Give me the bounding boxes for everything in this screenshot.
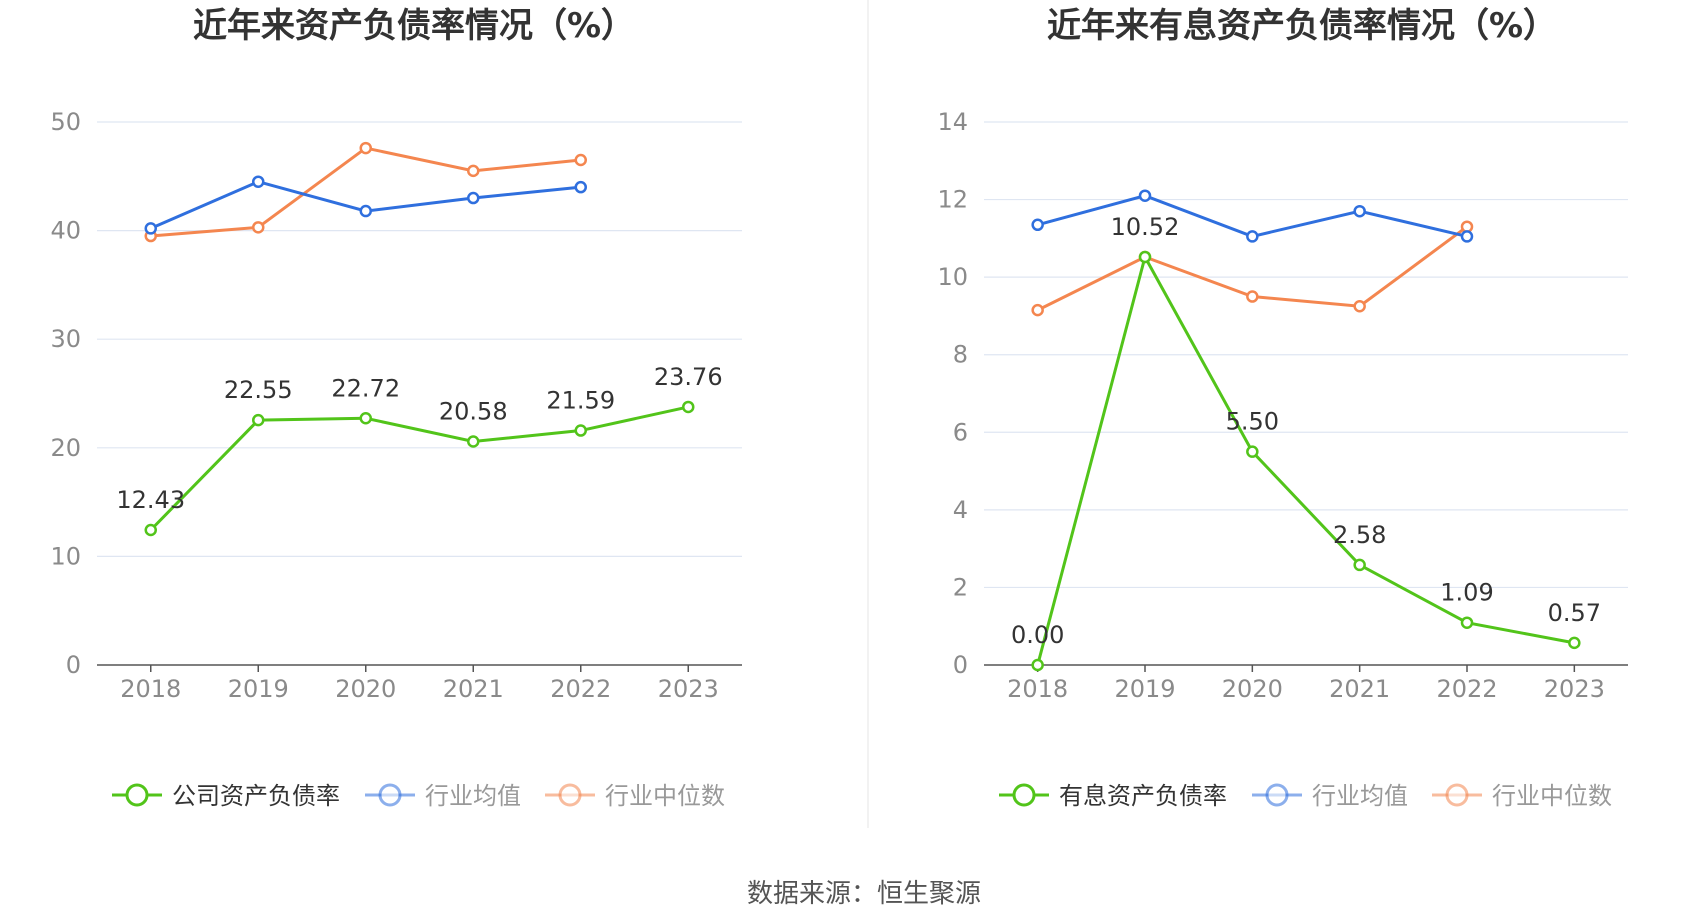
x-tick-label: 2018 xyxy=(1007,675,1068,703)
legend-marker xyxy=(1265,783,1289,807)
data-source: 数据来源：恒生聚源 xyxy=(747,879,981,909)
data-label: 0.57 xyxy=(1548,599,1601,627)
data-point xyxy=(574,424,587,437)
data-label: 23.76 xyxy=(654,363,723,391)
data-label: 2.58 xyxy=(1333,521,1386,549)
series-line-1 xyxy=(1036,252,1575,666)
series-line-3 xyxy=(150,146,581,238)
chart-title: 近年来资产负债率情况（%） xyxy=(193,6,635,46)
data-label: 21.59 xyxy=(546,387,615,415)
data-label: 0.00 xyxy=(1011,621,1064,649)
y-tick-label: 14 xyxy=(937,108,968,136)
data-point xyxy=(467,435,480,448)
data-label: 22.72 xyxy=(331,374,400,402)
y-tick-label: 20 xyxy=(50,434,81,462)
legend-label: 有息资产负债率 xyxy=(1059,782,1227,810)
x-tick-label: 2019 xyxy=(228,675,289,703)
legend-item-3: 行业中位数 xyxy=(1432,782,1612,810)
y-tick-label: 10 xyxy=(937,263,968,291)
legend-item-1: 公司资产负债率 xyxy=(112,782,340,810)
data-point xyxy=(467,164,480,178)
x-tick-label: 2023 xyxy=(658,675,719,703)
data-label: 20.58 xyxy=(439,398,508,426)
data-point xyxy=(1138,189,1152,202)
data-point xyxy=(1246,290,1259,303)
chart-2: 近年来有息资产负债率情况（%） 0 2 4 6 8 10 12 14 2018 2019 2020 20… xyxy=(937,6,1628,810)
data-point xyxy=(144,222,157,235)
data-point xyxy=(359,141,372,155)
data-point xyxy=(1353,204,1366,218)
legend-item-2: 行业均值 xyxy=(365,782,521,810)
data-label: 10.52 xyxy=(1111,213,1180,241)
x-tick-label: 2022 xyxy=(550,675,611,703)
data-point xyxy=(1246,445,1259,458)
y-tick-label: 0 xyxy=(66,651,81,679)
legend-marker xyxy=(378,783,402,807)
data-point xyxy=(252,413,265,427)
data-point xyxy=(1460,230,1474,243)
data-point xyxy=(574,153,587,167)
legend-item-2: 行业均值 xyxy=(1252,782,1408,810)
y-tick-label: 6 xyxy=(953,418,968,446)
data-point xyxy=(1031,218,1044,232)
x-tick-label: 2020 xyxy=(335,675,396,703)
data-point xyxy=(359,412,372,425)
data-point xyxy=(1353,299,1366,313)
y-tick-label: 30 xyxy=(50,325,81,353)
data-point xyxy=(1138,250,1152,264)
legend-marker xyxy=(125,783,149,807)
data-point xyxy=(252,175,265,188)
y-tick-label: 12 xyxy=(937,186,968,214)
legend-marker xyxy=(1445,783,1469,807)
data-point xyxy=(682,400,695,414)
data-point xyxy=(1460,616,1474,629)
x-tick-label: 2023 xyxy=(1544,675,1605,703)
legend-label: 行业均值 xyxy=(1312,782,1408,810)
data-point xyxy=(359,204,372,218)
chart-title: 近年来有息资产负债率情况（%） xyxy=(1047,6,1557,46)
legend-label: 行业均值 xyxy=(425,782,521,810)
y-tick-label: 50 xyxy=(50,108,81,136)
y-tick-label: 4 xyxy=(953,496,968,524)
data-label: 1.09 xyxy=(1440,579,1493,607)
legend-item-1: 有息资产负债率 xyxy=(999,782,1227,810)
data-point xyxy=(1568,636,1581,650)
legend-label: 行业中位数 xyxy=(1492,782,1612,810)
data-point xyxy=(574,180,587,194)
data-point xyxy=(467,191,480,205)
data-point xyxy=(252,221,265,234)
data-label: 22.55 xyxy=(224,376,293,404)
data-point xyxy=(144,523,157,537)
x-tick-label: 2022 xyxy=(1436,675,1497,703)
data-point xyxy=(1031,303,1044,317)
y-tick-label: 8 xyxy=(953,341,968,369)
legend-label: 公司资产负债率 xyxy=(172,782,340,810)
legend-marker xyxy=(558,783,582,807)
legend-marker xyxy=(1012,783,1036,807)
legend-item-3: 行业中位数 xyxy=(545,782,725,810)
y-tick-label: 0 xyxy=(953,651,968,679)
data-point xyxy=(1353,558,1366,572)
data-point xyxy=(1031,658,1044,672)
x-tick-label: 2021 xyxy=(443,675,504,703)
legend-label: 行业中位数 xyxy=(605,782,725,810)
series-line-1 xyxy=(149,405,689,532)
data-label: 12.43 xyxy=(116,486,185,514)
y-tick-label: 40 xyxy=(50,217,81,245)
x-tick-label: 2018 xyxy=(120,675,181,703)
data-label: 5.50 xyxy=(1226,408,1279,436)
y-tick-label: 2 xyxy=(953,573,968,601)
chart-1: 近年来资产负债率情况（%） 0 10 20 30 40 50 2018 2019 2020 2021… xyxy=(50,6,742,810)
y-tick-label: 10 xyxy=(50,542,81,570)
x-tick-label: 2019 xyxy=(1114,675,1175,703)
x-tick-label: 2021 xyxy=(1329,675,1390,703)
data-point xyxy=(1246,230,1259,243)
x-tick-label: 2020 xyxy=(1222,675,1283,703)
